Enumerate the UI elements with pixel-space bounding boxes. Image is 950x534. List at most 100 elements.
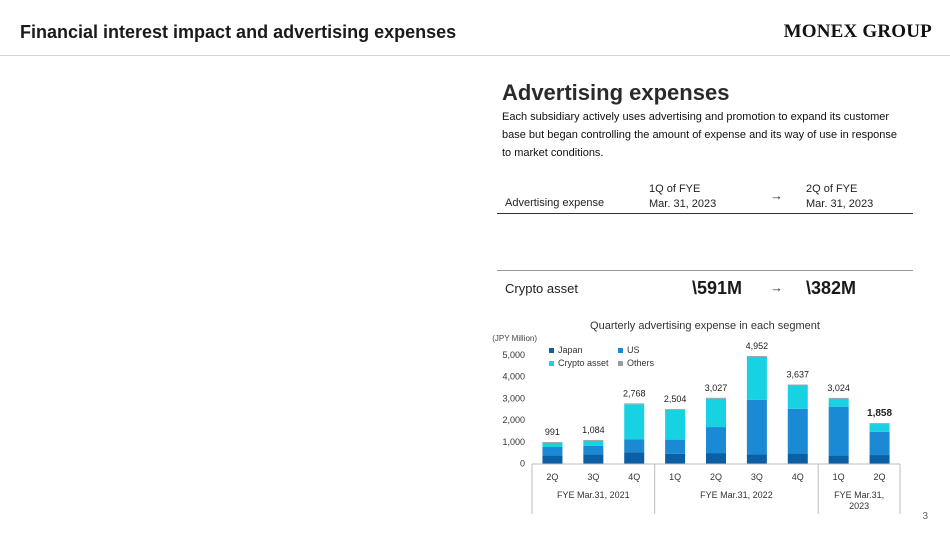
legend: Japan US Crypto asset Others xyxy=(549,345,655,368)
x-axis: FYE Mar.31, 2021 FYE Mar.31, 2022 FYE Mar.… xyxy=(531,463,901,514)
bar-us xyxy=(787,408,808,454)
bar-others xyxy=(746,356,767,357)
arrow-icon: → xyxy=(770,280,783,295)
bar-crypto-asset xyxy=(746,356,767,400)
total-label: 1,858 xyxy=(867,408,892,419)
total-labels: 991 1,084 2,768 2,504 3,027 4,952 3,637 3,024 1,… xyxy=(545,341,893,437)
bar-others xyxy=(665,409,686,411)
legend-label-us: US xyxy=(627,345,640,355)
bar-others xyxy=(624,403,645,405)
section-title: Advertising expenses xyxy=(502,80,730,105)
bar-others xyxy=(583,439,604,441)
y-tick-label: 2,000 xyxy=(502,415,525,425)
total-label: 991 xyxy=(545,427,560,437)
bar-us xyxy=(583,445,604,455)
bar-others xyxy=(542,441,563,443)
bar-others xyxy=(869,423,890,425)
y-tick-label: 1,000 xyxy=(502,437,525,447)
bar-others xyxy=(706,397,726,399)
y-tick-label: 4,000 xyxy=(502,372,525,382)
total-label: 1,084 xyxy=(582,425,605,435)
bar-japan xyxy=(706,453,726,464)
bar-japan xyxy=(542,455,563,464)
crypto-value-from: \591M xyxy=(692,278,743,298)
x-tick-label: 1Q xyxy=(833,472,845,482)
bar-us xyxy=(746,399,767,455)
bar-japan xyxy=(787,453,808,464)
bar-japan xyxy=(746,454,767,464)
table-col-from: 1Q of FYE Mar. 31, 2023 xyxy=(649,182,716,212)
arrow-icon: → xyxy=(770,188,783,203)
x-tick-label: 1Q xyxy=(669,472,681,482)
bar-us xyxy=(665,439,686,454)
bar-others xyxy=(828,397,849,399)
x-tick-label: 2Q xyxy=(874,472,886,482)
x-group-label: FYE Mar.31, xyxy=(834,490,884,500)
y-tick-label: 3,000 xyxy=(502,393,525,403)
bar-japan xyxy=(869,455,890,464)
bar-japan xyxy=(624,452,645,464)
bar-crypto-asset xyxy=(828,398,849,407)
x-tick-label: 2Q xyxy=(546,472,558,482)
bar-japan xyxy=(583,454,604,464)
bar-us xyxy=(706,427,726,454)
y-axis: 0 1,000 2,000 3,000 4,000 5,000 xyxy=(502,350,525,469)
total-label: 3,637 xyxy=(787,370,810,380)
table-col-to-line1: 2Q of FYE xyxy=(806,183,858,195)
table-row-rule xyxy=(497,270,913,271)
x-group-label: FYE Mar.31, 2021 xyxy=(557,490,630,500)
table-col-to-line2: Mar. 31, 2023 xyxy=(806,198,874,210)
legend-swatch-crypto-asset xyxy=(549,361,554,366)
legend-swatch-japan xyxy=(549,348,554,353)
bar-crypto-asset xyxy=(706,398,726,428)
x-tick-label: 3Q xyxy=(587,472,599,482)
total-label: 3,027 xyxy=(705,383,728,393)
bar-crypto-asset xyxy=(624,404,645,440)
bar-japan xyxy=(828,455,849,464)
monex-group-logo: MONEX GROUP xyxy=(783,21,932,42)
bar-us xyxy=(542,447,563,456)
table-col-to: 2Q of FYE Mar. 31, 2023 xyxy=(806,182,873,212)
table-header-rule xyxy=(497,213,913,214)
total-label: 3,024 xyxy=(827,383,850,393)
x-group-label: 2023 xyxy=(849,501,869,511)
crypto-value-to: \382M xyxy=(806,278,857,298)
table-row-header: Advertising expense xyxy=(505,197,605,209)
page-title: Financial interest impact and advertisin… xyxy=(20,22,457,42)
chart-title: Quarterly advertising expense in each se… xyxy=(590,320,820,332)
legend-swatch-others xyxy=(618,361,623,366)
bar-crypto-asset xyxy=(542,442,563,448)
legend-swatch-us xyxy=(618,348,623,353)
legend-label-crypto-asset: Crypto asset xyxy=(558,358,609,368)
x-group-label: FYE Mar.31, 2022 xyxy=(700,490,773,500)
y-axis-label: (JPY Million) xyxy=(492,334,537,343)
bar-us xyxy=(624,439,645,453)
table-col-from-line1: 1Q of FYE xyxy=(649,183,701,195)
total-label: 2,504 xyxy=(664,394,687,404)
y-tick-label: 5,000 xyxy=(502,350,525,360)
bars xyxy=(542,356,890,464)
x-tick-label: 4Q xyxy=(792,472,804,482)
section-description: Each subsidiary actively uses advertisin… xyxy=(502,111,898,159)
y-tick-label: 0 xyxy=(520,459,525,469)
legend-label-japan: Japan xyxy=(558,345,583,355)
bar-us xyxy=(869,431,890,456)
x-tick-label: 4Q xyxy=(628,472,640,482)
total-label: 2,768 xyxy=(623,388,646,398)
bar-others xyxy=(787,384,808,386)
bar-crypto-asset xyxy=(583,440,604,446)
x-tick-label: 2Q xyxy=(710,472,722,482)
title-divider xyxy=(0,55,950,56)
bar-crypto-asset xyxy=(787,385,808,409)
total-label: 4,952 xyxy=(746,341,769,351)
bar-crypto-asset xyxy=(665,410,686,440)
bar-crypto-asset xyxy=(869,424,890,432)
x-tick-label: 3Q xyxy=(751,472,763,482)
page-number: 3 xyxy=(922,511,928,522)
bar-us xyxy=(828,406,849,456)
bar-japan xyxy=(665,453,686,464)
legend-label-others: Others xyxy=(627,358,655,368)
table-col-from-line2: Mar. 31, 2023 xyxy=(649,198,717,210)
table-row-label: Crypto asset xyxy=(505,281,578,296)
